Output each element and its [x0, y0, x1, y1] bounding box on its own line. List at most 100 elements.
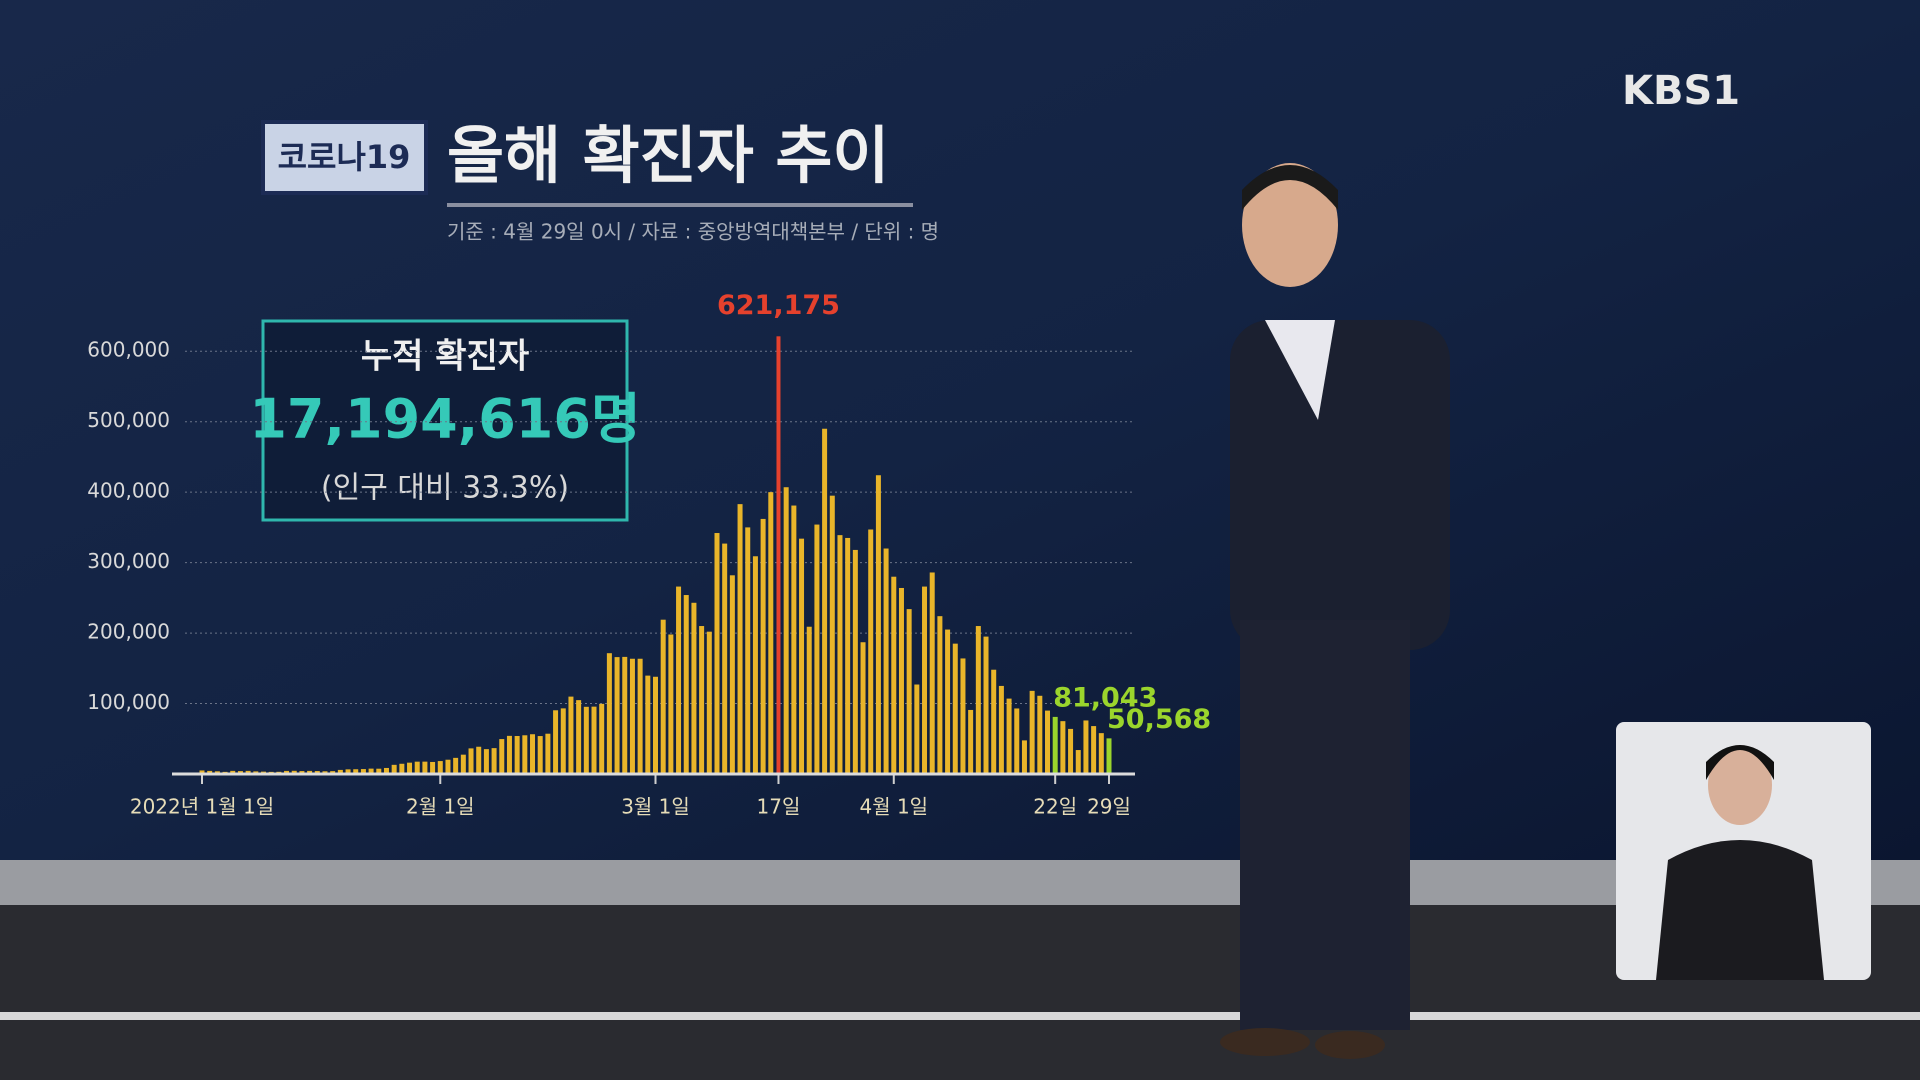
y-tick-label: 300,000 — [87, 549, 170, 573]
bar — [875, 475, 881, 774]
bar — [806, 626, 812, 774]
bar — [991, 669, 997, 774]
bar — [1045, 710, 1051, 774]
bar — [729, 575, 735, 774]
bar — [860, 642, 866, 774]
bar — [883, 548, 889, 774]
bar — [822, 428, 828, 774]
bar — [645, 675, 651, 774]
bar — [691, 602, 697, 774]
bar — [768, 492, 774, 774]
bar — [891, 576, 897, 774]
bar — [1052, 716, 1058, 774]
bar — [499, 739, 505, 774]
bar — [637, 658, 643, 774]
bar — [1098, 733, 1104, 774]
presenter-hair — [1242, 165, 1338, 210]
bar — [1060, 721, 1066, 774]
bar — [230, 770, 236, 774]
bar — [760, 518, 766, 774]
bar — [683, 595, 689, 774]
annotation-title: 누적 확진자 — [361, 337, 529, 377]
floor — [0, 905, 1920, 1080]
bar — [845, 537, 851, 774]
bar — [1091, 726, 1097, 774]
bar — [968, 709, 974, 774]
annotation-value: 17,194,616명 — [249, 388, 640, 451]
bar — [445, 759, 451, 774]
bar — [422, 761, 428, 774]
bar — [453, 757, 459, 774]
bar — [1075, 750, 1081, 774]
bar — [1083, 720, 1089, 774]
y-tick-label: 600,000 — [87, 338, 170, 362]
bar — [514, 736, 520, 774]
bar — [337, 769, 343, 774]
bar — [530, 734, 536, 774]
bar — [1014, 708, 1020, 774]
bar — [407, 762, 413, 774]
bar — [383, 767, 389, 774]
bar — [245, 770, 251, 774]
bar — [906, 609, 912, 774]
bar — [1106, 738, 1112, 774]
bar — [737, 504, 743, 774]
bar — [568, 696, 574, 774]
bar — [606, 653, 612, 774]
annotation-box — [261, 319, 629, 522]
value-label: 81,043 — [1053, 682, 1157, 713]
bar — [714, 533, 720, 774]
bar — [399, 763, 405, 774]
x-tick-label: 29일 — [1087, 795, 1131, 819]
bar — [376, 768, 382, 774]
chart-title: 올해 확진자 추이 — [447, 119, 889, 192]
bar — [368, 768, 374, 774]
bar — [814, 524, 820, 774]
y-tick-label: 400,000 — [87, 479, 170, 503]
presenter-jacket — [1230, 320, 1450, 650]
bar — [583, 706, 589, 774]
value-label: 50,568 — [1107, 704, 1211, 735]
bar — [898, 587, 904, 774]
bar — [1006, 698, 1012, 774]
bar — [476, 746, 482, 774]
bar — [914, 684, 920, 774]
bar — [345, 769, 351, 774]
badge: 코로나19 — [278, 138, 411, 176]
bar — [391, 764, 397, 774]
x-tick-label: 17일 — [757, 795, 801, 819]
bar — [560, 708, 566, 774]
floor-edge — [0, 860, 1920, 910]
bar — [622, 656, 628, 774]
bar — [430, 761, 436, 774]
bar — [783, 487, 789, 774]
bar — [483, 749, 489, 774]
bar — [545, 733, 551, 774]
bar — [506, 735, 512, 774]
value-label: 621,175 — [717, 290, 840, 321]
bar — [937, 616, 943, 774]
bar — [653, 676, 658, 774]
bar — [307, 770, 313, 774]
x-tick-label: 3월 1일 — [621, 795, 690, 819]
bar — [591, 706, 597, 774]
bar — [437, 761, 443, 774]
presenter-shirt — [1265, 320, 1335, 420]
bar — [776, 336, 781, 774]
bar — [745, 527, 751, 774]
x-tick-label: 4월 1일 — [859, 795, 928, 819]
bar — [1021, 740, 1027, 774]
bar — [791, 505, 797, 774]
y-tick-label: 500,000 — [87, 408, 170, 432]
x-tick-label: 2022년 1월 1일 — [130, 795, 274, 819]
bar — [837, 535, 843, 774]
bar — [468, 748, 474, 774]
bar — [460, 754, 466, 774]
bar — [676, 586, 682, 774]
bar — [199, 770, 205, 774]
bar — [522, 735, 528, 774]
bar — [537, 736, 543, 774]
presenter-shoe — [1220, 1028, 1310, 1056]
bar — [360, 769, 366, 774]
bar — [929, 572, 935, 774]
